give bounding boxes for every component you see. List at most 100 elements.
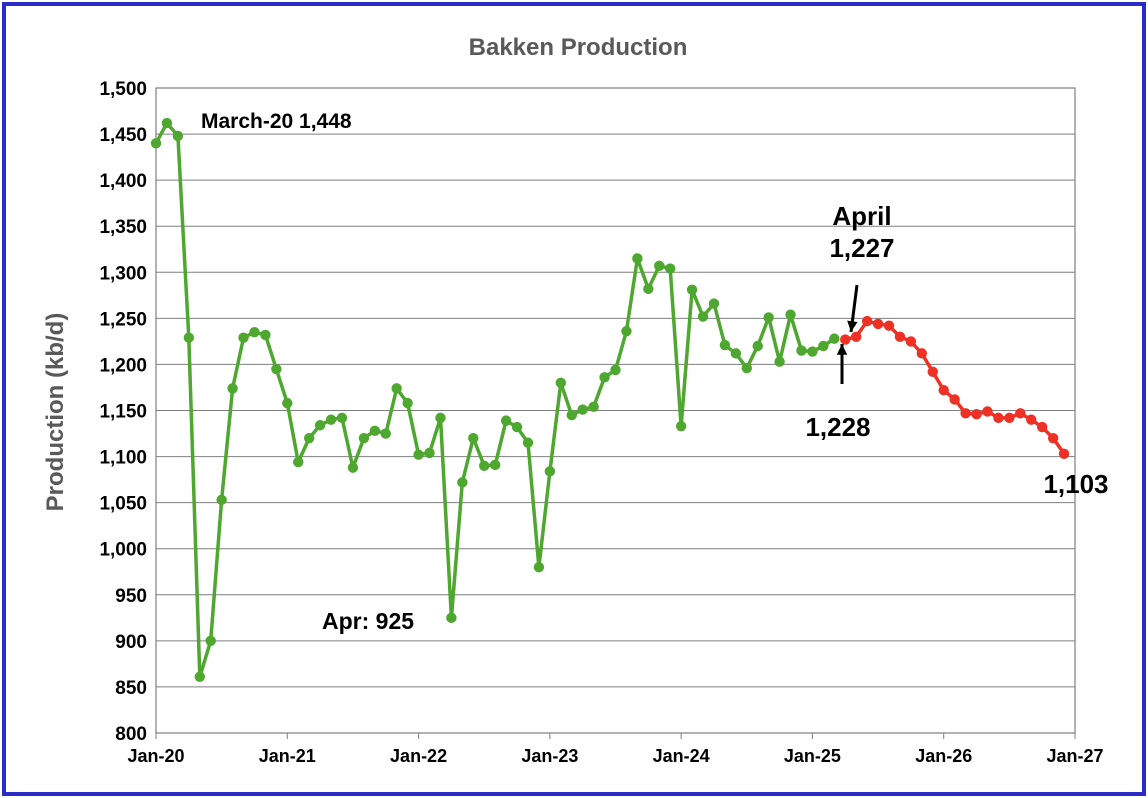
x-tick-label: Jan-27 <box>1046 746 1103 766</box>
series-line <box>154 121 836 679</box>
data-point <box>949 394 960 405</box>
data-point <box>665 263 676 274</box>
gridlines <box>155 87 1076 739</box>
data-point <box>697 311 709 322</box>
arrow-head <box>836 344 848 355</box>
arrow-head <box>847 320 858 332</box>
data-point <box>730 348 742 359</box>
data-point <box>424 447 435 459</box>
data-point <box>227 383 238 394</box>
data-point <box>1058 448 1070 460</box>
data-point <box>993 412 1004 424</box>
x-tick-label: Jan-20 <box>127 746 184 766</box>
y-tick-label: 1,300 <box>99 263 147 284</box>
annotation-april-line1: April <box>832 201 891 231</box>
data-point <box>883 320 895 331</box>
data-point <box>358 432 370 444</box>
data-point <box>599 372 610 383</box>
data-point <box>183 332 195 343</box>
data-point <box>402 397 413 409</box>
data-point <box>391 383 402 394</box>
data-point <box>610 364 621 376</box>
data-point <box>413 449 424 460</box>
series-points <box>150 117 1070 682</box>
data-point <box>282 397 293 409</box>
data-point <box>719 339 731 351</box>
data-point <box>205 635 216 647</box>
annotation-end: 1,103 <box>1043 469 1108 499</box>
y-tick-label: 1,000 <box>99 540 147 561</box>
x-tick-labels: Jan-20 Jan-21 Jan-22 Jan-23 Jan-24 Jan-25 Jan-… <box>127 746 1103 766</box>
data-point <box>194 671 205 682</box>
data-point <box>303 432 315 444</box>
data-point <box>938 385 949 396</box>
data-point <box>872 318 884 330</box>
data-point <box>325 414 337 425</box>
data-point <box>675 420 687 432</box>
y-tick-label: 1,050 <box>99 494 147 515</box>
y-tick-label: 900 <box>115 632 147 653</box>
data-point <box>336 412 348 424</box>
y-axis-label: Production (kb/d) <box>42 313 69 512</box>
chart-title: Bakken Production <box>469 34 688 61</box>
data-point <box>632 253 643 264</box>
x-tick-label: Jan-24 <box>653 746 710 766</box>
x-tick-label: Jan-21 <box>259 746 316 766</box>
data-point <box>172 130 184 142</box>
data-point <box>752 340 763 352</box>
data-point <box>500 415 512 426</box>
y-tick-label: 800 <box>115 724 147 745</box>
data-point <box>271 363 282 375</box>
data-point <box>238 332 249 343</box>
data-point <box>785 309 796 320</box>
data-point <box>293 456 304 468</box>
y-tick-label: 1,500 <box>99 79 147 100</box>
annotation-arrows <box>836 284 859 384</box>
x-tick-label: Jan-23 <box>521 746 578 766</box>
data-point <box>260 329 271 341</box>
data-point <box>1026 414 1037 425</box>
data-point <box>314 420 326 431</box>
data-point <box>479 460 490 471</box>
data-point <box>643 283 654 295</box>
data-point <box>468 432 479 444</box>
data-point <box>960 408 971 419</box>
data-point <box>249 326 260 338</box>
data-point <box>850 331 862 342</box>
data-point <box>894 331 906 342</box>
data-point <box>380 428 391 439</box>
y-tick-label: 850 <box>115 678 147 699</box>
data-point <box>150 138 162 149</box>
data-point <box>774 356 785 367</box>
data-point <box>577 404 588 415</box>
data-point <box>1036 421 1048 433</box>
data-point <box>511 421 523 433</box>
y-tick-label: 1,250 <box>99 309 147 330</box>
data-point <box>347 462 359 473</box>
series-lines <box>154 121 1066 679</box>
data-point <box>555 377 566 389</box>
data-point <box>741 362 752 374</box>
x-tick-label: Jan-25 <box>784 746 841 766</box>
y-tick-label: 1,350 <box>99 217 147 238</box>
data-point <box>369 425 381 436</box>
data-point <box>1004 412 1015 424</box>
series-line <box>844 319 1066 455</box>
data-point <box>982 406 993 417</box>
data-point <box>1015 408 1026 419</box>
data-point <box>796 345 807 356</box>
data-point <box>840 334 851 345</box>
data-point <box>522 437 534 448</box>
data-point <box>927 366 938 377</box>
data-point <box>621 326 632 337</box>
data-point <box>435 412 446 424</box>
data-point <box>829 333 840 344</box>
data-point <box>1047 432 1059 444</box>
y-tick-label: 1,200 <box>99 355 147 376</box>
data-point <box>861 315 873 327</box>
data-point <box>708 298 720 309</box>
y-tick-label: 1,100 <box>99 448 147 469</box>
data-point <box>161 117 173 129</box>
